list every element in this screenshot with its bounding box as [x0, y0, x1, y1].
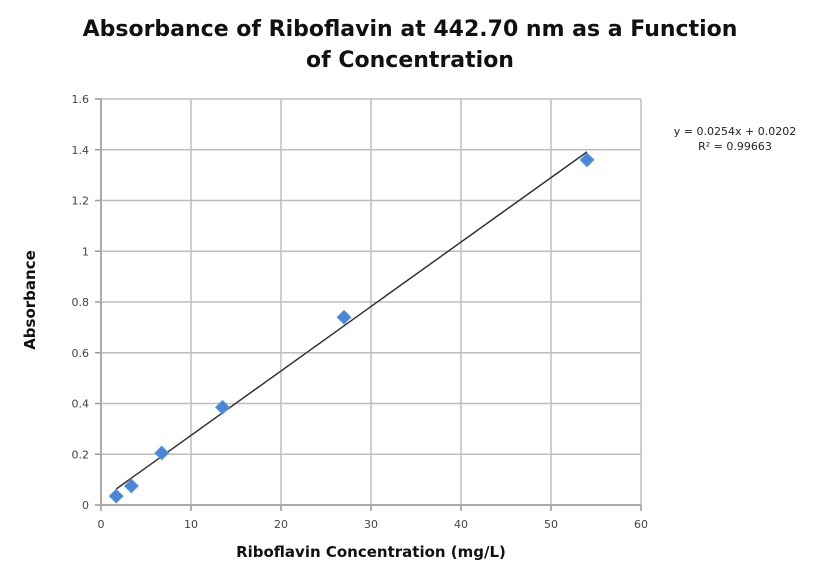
x-tick-label: 40: [454, 518, 468, 531]
r-squared-text: R² = 0.99663: [698, 140, 772, 153]
y-tick-label: 0.8: [72, 296, 90, 309]
data-point-diamond-icon: [336, 309, 352, 325]
data-point-diamond-icon: [123, 478, 139, 494]
trendline-equation-text: y = 0.0254x + 0.0202: [673, 125, 797, 138]
data-points: [108, 152, 595, 504]
y-tick-label: 0.4: [72, 398, 90, 411]
y-tick-label: 0.2: [72, 448, 90, 461]
x-tick-label: 60: [634, 518, 648, 531]
x-tick-label: 50: [544, 518, 558, 531]
x-tick-label: 0: [98, 518, 105, 531]
trendline-path: [115, 151, 588, 490]
trendline-equation: y = 0.0254x + 0.0202 R² = 0.99663: [660, 124, 810, 154]
chart-title-line-1: Absorbance of Riboflavin at 442.70 nm as…: [82, 17, 738, 42]
axes: [95, 98, 642, 511]
tick-labels: 0 0.2 0.4 0.6 0.8 1 1.2 1.4 1.6 0 10 20 30 40 50 60: [72, 93, 649, 531]
data-point-diamond-icon: [108, 488, 124, 504]
y-tick-label: 0: [82, 499, 89, 512]
y-tick-label: 0.6: [72, 347, 90, 360]
data-point-diamond-icon: [214, 399, 231, 415]
y-tick-label: 1.4: [72, 144, 90, 157]
x-tick-label: 20: [274, 518, 288, 531]
x-tick-label: 10: [184, 518, 198, 531]
y-tick-label: 1: [82, 245, 89, 258]
chart-title: Absorbance of Riboflavin at 442.70 nm as…: [60, 14, 760, 76]
y-tick-label: 1.2: [72, 195, 90, 208]
data-point-diamond-icon: [154, 445, 170, 461]
chart-title-line-2: of Concentration: [306, 48, 514, 73]
x-axis-label: Riboflavin Concentration (mg/L): [236, 543, 506, 561]
x-tick-label: 30: [364, 518, 378, 531]
data-point-diamond-icon: [579, 152, 595, 168]
y-tick-label: 1.6: [72, 93, 90, 106]
trendline: [115, 151, 588, 490]
gridlines: [100, 98, 642, 506]
